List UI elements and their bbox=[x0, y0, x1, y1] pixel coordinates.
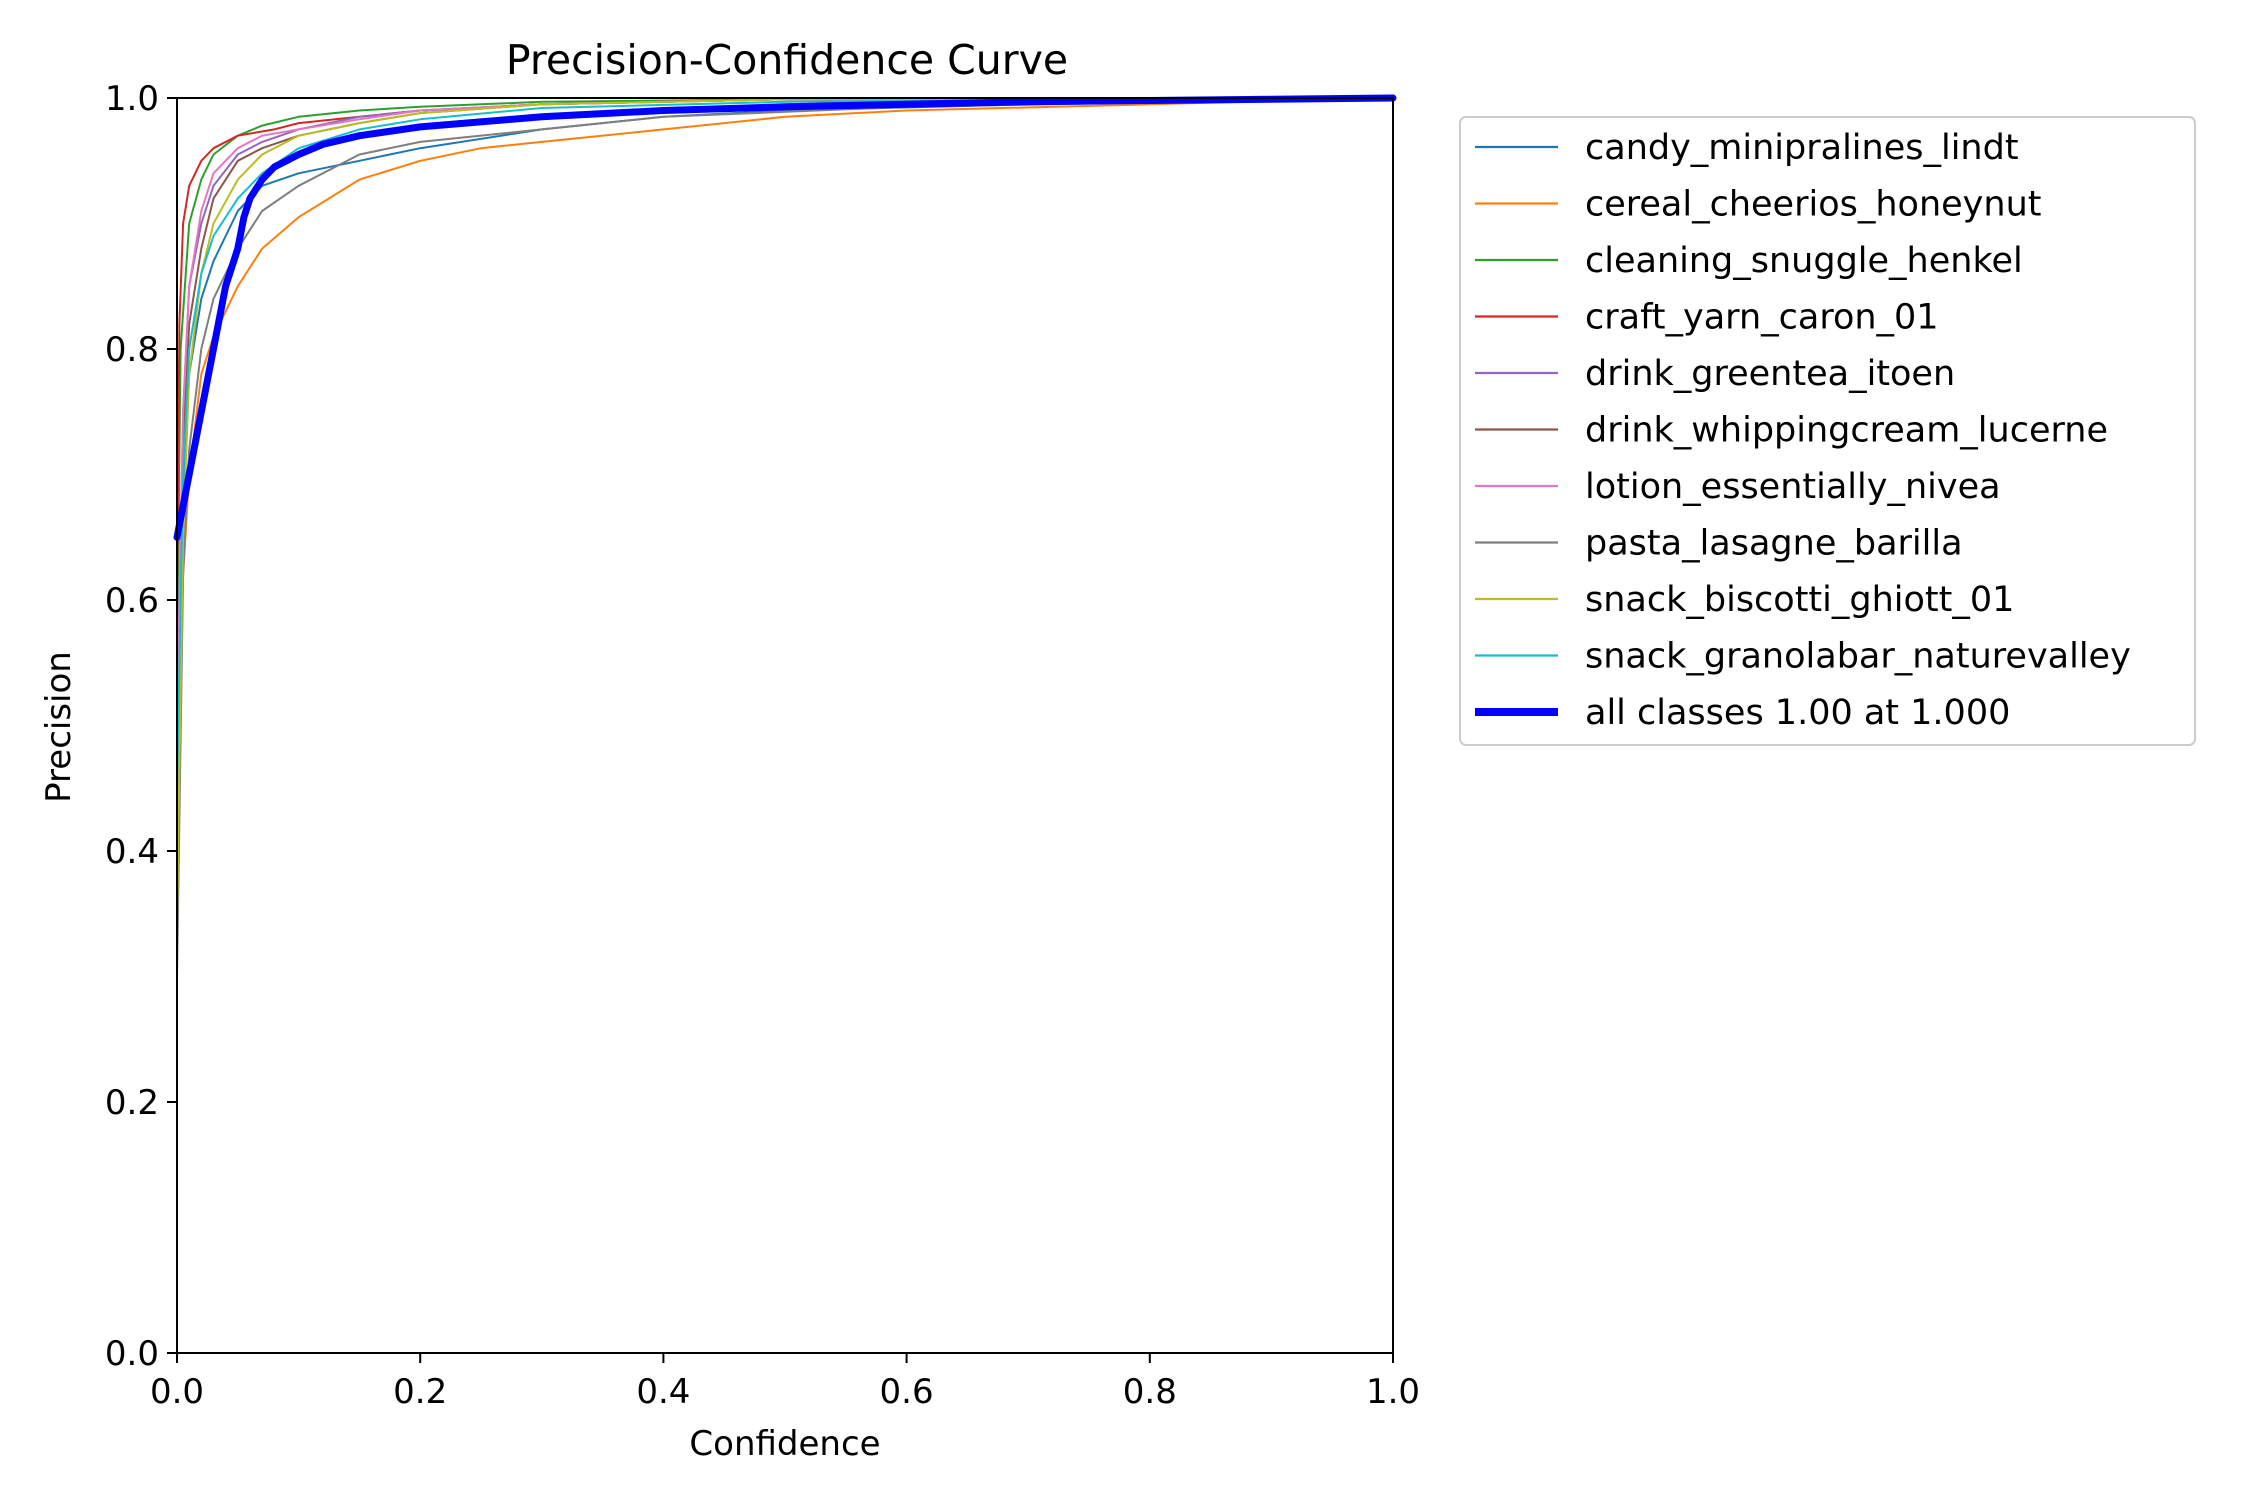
y-tick-label: 0.0 bbox=[105, 1334, 159, 1374]
legend: candy_minipralines_lindt cereal_cheerios_… bbox=[1459, 116, 2196, 746]
legend-frame bbox=[1459, 116, 2196, 746]
x-tick-label: 0.0 bbox=[150, 1372, 204, 1412]
series-line-3 bbox=[176, 97, 1394, 601]
series-line-10 bbox=[173, 94, 1397, 541]
series-line-4 bbox=[176, 97, 1394, 727]
legend-label: cleaning_snuggle_henkel bbox=[1585, 241, 2023, 281]
y-tick-label: 0.8 bbox=[105, 330, 159, 370]
legend-label: candy_minipralines_lindt bbox=[1585, 128, 2019, 168]
legend-label: drink_greentea_itoen bbox=[1585, 354, 1955, 394]
series-line-5 bbox=[176, 97, 1394, 727]
y-tick-label: 0.4 bbox=[105, 832, 159, 872]
series-line-7 bbox=[176, 97, 1394, 978]
y-tick-label: 0.2 bbox=[105, 1083, 159, 1123]
y-axis-label: Precision bbox=[39, 651, 79, 803]
legend-label: cereal_cheerios_honeynut bbox=[1585, 185, 2041, 225]
y-axis: 0.0 0.2 0.4 0.6 0.8 1.0 bbox=[105, 79, 177, 1374]
legend-label: all classes 1.00 at 1.000 bbox=[1585, 693, 2010, 733]
legend-label: snack_granolabar_naturevalley bbox=[1585, 637, 2131, 677]
x-tick-label: 0.2 bbox=[393, 1372, 447, 1412]
legend-label: pasta_lasagne_barilla bbox=[1585, 524, 1963, 564]
x-axis: 0.0 0.2 0.4 0.6 0.8 1.0 bbox=[150, 1353, 1420, 1412]
y-tick-label: 0.6 bbox=[105, 581, 159, 621]
series-line-9 bbox=[176, 97, 1394, 790]
chart-title: Precision-Confidence Curve bbox=[506, 36, 1068, 84]
plot-frame bbox=[176, 97, 1394, 1354]
series-line-8 bbox=[176, 97, 1394, 915]
series-line-6 bbox=[176, 97, 1394, 727]
x-tick-label: 0.8 bbox=[1123, 1372, 1177, 1412]
x-tick-label: 1.0 bbox=[1366, 1372, 1420, 1412]
legend-label: snack_biscotti_ghiott_01 bbox=[1585, 580, 2014, 620]
legend-label: craft_yarn_caron_01 bbox=[1585, 298, 1939, 338]
plot-area bbox=[173, 94, 1397, 1354]
legend-label: lotion_essentially_nivea bbox=[1585, 467, 2001, 507]
y-tick-label: 1.0 bbox=[105, 79, 159, 119]
legend-items: candy_minipralines_lindt cereal_cheerios_… bbox=[1475, 128, 2131, 733]
series-line-0 bbox=[176, 97, 1394, 790]
series-layer bbox=[173, 94, 1397, 978]
series-line-1 bbox=[176, 97, 1394, 852]
series-line-2 bbox=[176, 97, 1394, 664]
x-tick-label: 0.4 bbox=[636, 1372, 690, 1412]
x-tick-label: 0.6 bbox=[880, 1372, 934, 1412]
legend-label: drink_whippingcream_lucerne bbox=[1585, 411, 2108, 451]
x-axis-label: Confidence bbox=[689, 1424, 880, 1464]
